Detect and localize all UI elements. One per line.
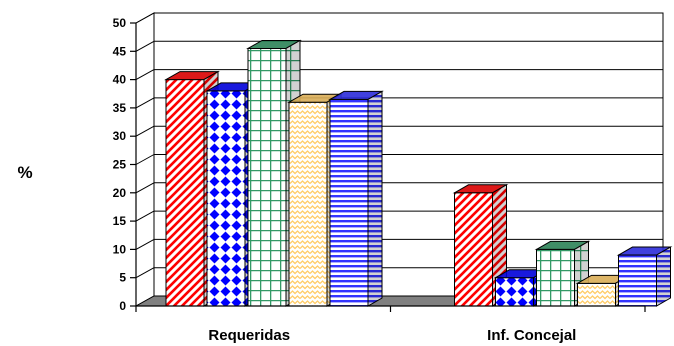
bar-front: [454, 192, 493, 307]
gridline-side: [135, 125, 155, 137]
bar-front: [536, 248, 575, 307]
y-tick-label: 25: [113, 158, 127, 172]
y-tick-label: 15: [113, 214, 127, 228]
y-tick-label: 30: [113, 129, 127, 143]
bar-front: [618, 254, 657, 307]
category-label: Requeridas: [208, 327, 290, 344]
gridline-side: [135, 69, 155, 81]
y-axis-label: %: [17, 163, 32, 182]
bar-front: [165, 79, 205, 307]
y-tick-label: 10: [113, 242, 127, 256]
gridline-side: [135, 97, 155, 109]
y-tick-label: 45: [113, 44, 127, 58]
gridline-side: [135, 182, 155, 194]
gridline-side: [135, 40, 155, 52]
bar-front: [577, 282, 616, 307]
bar-front: [288, 101, 328, 307]
y-tick-label: 35: [113, 101, 127, 115]
gridline-side: [135, 210, 155, 222]
y-tick-label: 40: [113, 73, 127, 87]
gridline-side: [135, 154, 155, 165]
gridline-side: [135, 12, 155, 24]
category-label: Inf. Concejal: [487, 327, 576, 344]
bar-front: [329, 98, 369, 307]
bar: [616, 246, 673, 307]
bar-front: [495, 277, 534, 307]
gridline-side: [135, 267, 155, 279]
bar: [328, 90, 384, 307]
bar-front: [206, 90, 246, 307]
y-tick-label: 20: [113, 186, 127, 200]
y-tick-label: 0: [119, 299, 126, 313]
bar-side-shade: [656, 247, 671, 306]
y-tick-label: 50: [113, 16, 127, 30]
bar-side-shade: [368, 91, 382, 306]
gridline-side: [135, 238, 155, 250]
bar-side: [367, 90, 383, 307]
bar: [534, 240, 591, 307]
y-tick-label: 5: [119, 271, 126, 285]
bar-front: [247, 47, 287, 307]
bar-side: [656, 246, 671, 307]
